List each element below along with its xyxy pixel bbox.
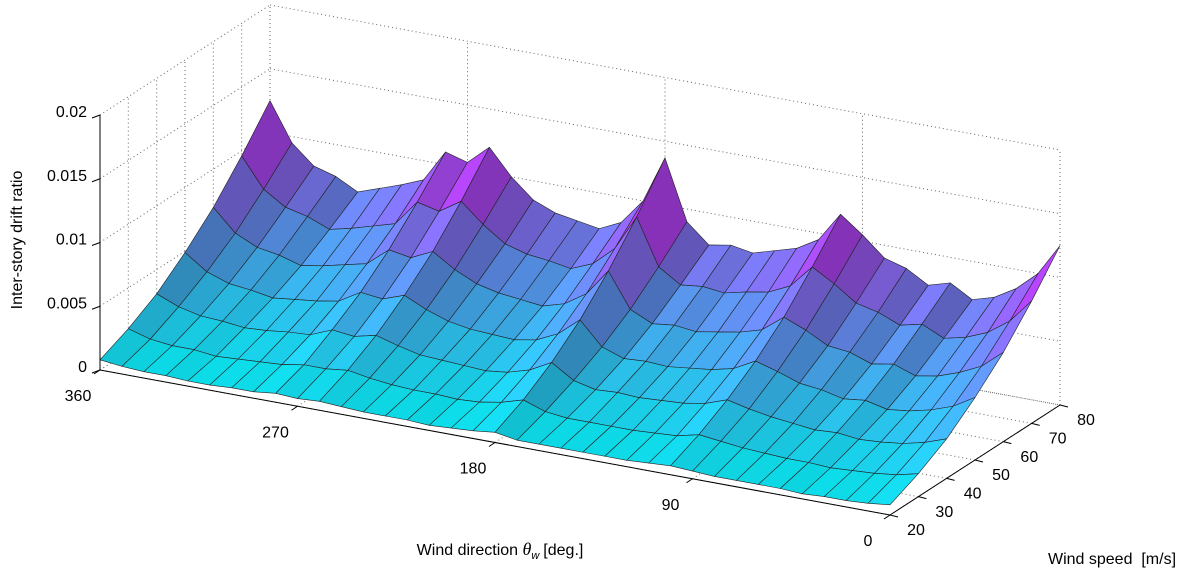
x-label-subscript: w <box>531 550 540 562</box>
y-tick <box>946 477 955 481</box>
x-tick-label: 270 <box>262 424 289 441</box>
grid-line <box>99 4 271 116</box>
surface-face <box>867 473 919 506</box>
grid-line <box>99 68 271 180</box>
z-tick <box>91 178 101 183</box>
y-tick <box>974 459 984 463</box>
z-tick <box>91 114 101 119</box>
x-label-text: Wind direction <box>417 542 518 559</box>
surface-group <box>99 100 1061 506</box>
y-tick-label: 40 <box>964 486 982 503</box>
y-tick-label: 80 <box>1077 412 1095 429</box>
y-tick-label: 60 <box>1020 449 1038 466</box>
y-tick <box>1059 404 1069 408</box>
y-tick <box>889 514 899 518</box>
surface-face <box>1009 245 1061 322</box>
x-tick <box>883 514 891 520</box>
y-tick-label: 50 <box>992 467 1010 484</box>
x-tick <box>488 442 496 447</box>
z-tick-label: 0.005 <box>47 295 87 312</box>
x-tick-label: 360 <box>65 388 92 405</box>
x-tick <box>291 405 298 411</box>
y-tick <box>1031 422 1040 426</box>
z-axis-label: Inter-story drift ratio <box>9 171 26 310</box>
z-tick <box>91 305 101 310</box>
x-tick <box>686 478 693 484</box>
z-tick-label: 0.015 <box>47 168 87 185</box>
y-tick-label: 70 <box>1049 431 1067 448</box>
x-axis-label: Wind direction θw [deg.] <box>417 539 584 562</box>
z-tick <box>91 242 101 246</box>
y-axis-label: Wind speed [m/s] <box>1048 551 1176 568</box>
x-tick-label: 90 <box>662 497 680 514</box>
y-tick <box>1003 441 1012 445</box>
z-tick-label: 0.01 <box>56 232 87 249</box>
x-label-unit: [deg.] <box>543 542 583 559</box>
y-tick <box>918 496 927 500</box>
x-tick-label: 180 <box>460 461 487 478</box>
axes-group: 0 0.005 0.01 0.015 0.02 0 90 180 270 360 20 30 40 50 6… <box>47 104 1095 550</box>
grid-line <box>99 132 271 243</box>
z-tick-label: 0.02 <box>56 104 87 121</box>
x-tick-label: 0 <box>864 533 873 550</box>
y-tick-label: 30 <box>935 504 953 521</box>
y-tick-label: 20 <box>907 522 925 539</box>
z-tick-label: 0 <box>78 359 87 376</box>
x-tick <box>93 369 101 375</box>
x-label-symbol: θ <box>523 539 532 559</box>
